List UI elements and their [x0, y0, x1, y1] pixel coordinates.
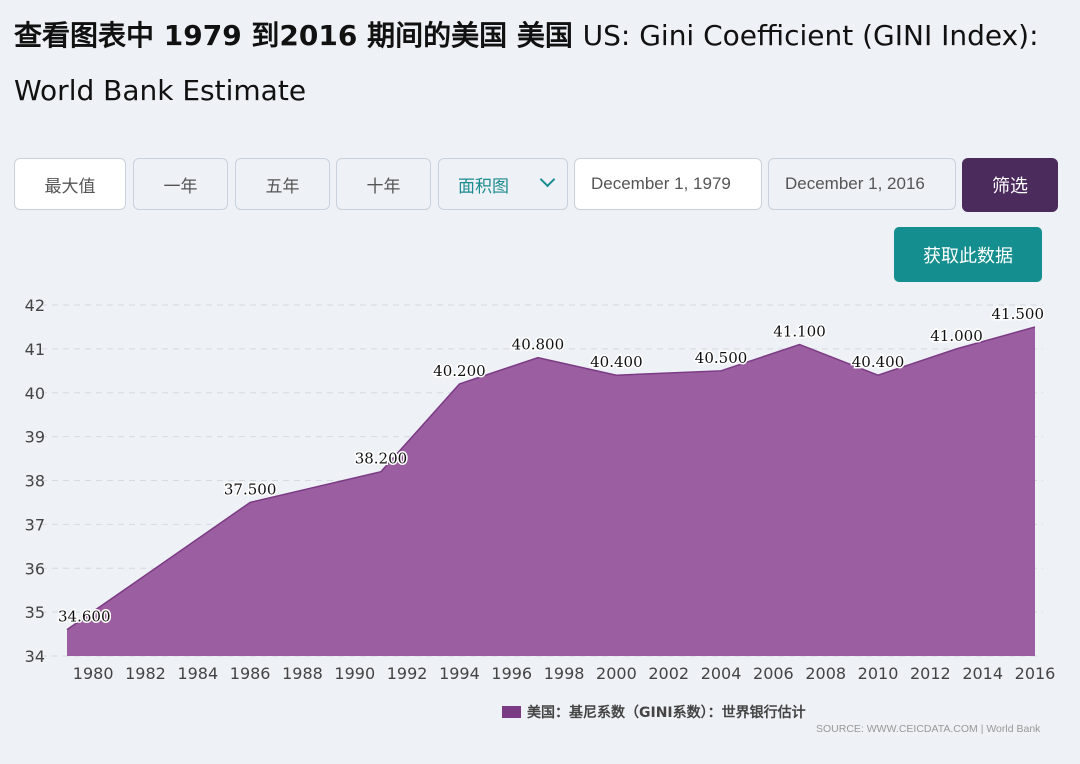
- page-title-cn: 查看图表中 1979 到2016 期间的美国 美国: [14, 19, 573, 52]
- x-tick-label: 1984: [177, 664, 218, 683]
- data-label: 40.200: [433, 362, 486, 380]
- chart-type-value: 面积图: [458, 176, 509, 197]
- y-tick-label: 42: [25, 296, 45, 315]
- start-date-input[interactable]: December 1, 1979: [574, 158, 762, 210]
- x-tick-label: 1994: [439, 664, 480, 683]
- data-label: 38.200: [355, 450, 408, 468]
- page-title-en: US: Gini Coefficient (GINI Index): World…: [14, 19, 1039, 107]
- x-tick-label: 2004: [701, 664, 742, 683]
- y-tick-label: 34: [25, 647, 45, 666]
- x-tick-label: 1998: [544, 664, 585, 683]
- y-tick-label: 36: [25, 559, 45, 578]
- data-label: 37.500: [224, 480, 277, 498]
- data-label: 40.400: [852, 353, 905, 371]
- x-tick-label: 2012: [910, 664, 951, 683]
- x-axis: 1980 1982 1984 1986 1988 1990 1992 1994 1996 1998…: [73, 664, 1056, 683]
- y-tick-label: 41: [25, 340, 45, 359]
- x-tick-label: 1980: [73, 664, 114, 683]
- legend-swatch: [502, 706, 521, 718]
- area-fill: [67, 326, 1035, 656]
- data-label: 41.500: [992, 305, 1045, 323]
- x-tick-label: 2008: [805, 664, 846, 683]
- end-date-input[interactable]: December 1, 2016: [768, 158, 956, 210]
- range-max-button[interactable]: 最大值: [14, 158, 126, 210]
- data-label: 34.600: [58, 608, 111, 626]
- data-label: 40.800: [512, 336, 565, 354]
- x-tick-label: 2006: [753, 664, 794, 683]
- y-tick-label: 39: [25, 428, 45, 447]
- chart-type-select[interactable]: 面积图: [438, 158, 568, 210]
- get-data-button[interactable]: 获取此数据: [894, 227, 1042, 282]
- x-tick-label: 1988: [282, 664, 323, 683]
- y-tick-label: 35: [25, 603, 45, 622]
- range-10y-button[interactable]: 十年: [336, 158, 431, 210]
- chart-legend[interactable]: 美国：基尼系数（GINI系数）：世界银行估计: [502, 702, 806, 722]
- x-tick-label: 1990: [334, 664, 375, 683]
- x-tick-label: 1982: [125, 664, 166, 683]
- x-tick-label: 2014: [962, 664, 1003, 683]
- x-tick-label: 1992: [387, 664, 428, 683]
- range-1y-button[interactable]: 一年: [133, 158, 228, 210]
- data-labels: 34.600 37.500 38.200 40.200 40.800 40.400 40.5…: [57, 303, 1046, 627]
- x-tick-label: 2002: [648, 664, 689, 683]
- x-tick-label: 1996: [491, 664, 532, 683]
- x-tick-label: 2010: [858, 664, 899, 683]
- y-tick-label: 38: [25, 472, 45, 491]
- chart-area-series: [66, 326, 1036, 656]
- filter-button[interactable]: 筛选: [962, 158, 1058, 212]
- y-tick-label: 37: [25, 515, 45, 534]
- range-5y-button[interactable]: 五年: [235, 158, 330, 210]
- data-label: 40.500: [695, 349, 748, 367]
- data-label: 41.000: [930, 327, 983, 345]
- legend-label: 美国：基尼系数（GINI系数）：世界银行估计: [527, 705, 806, 721]
- x-tick-label: 1986: [230, 664, 271, 683]
- page-title: 查看图表中 1979 到2016 期间的美国 美国 US: Gini Coeff…: [14, 8, 1074, 118]
- y-tick-label: 40: [25, 384, 45, 403]
- x-tick-label: 2016: [1015, 664, 1056, 683]
- data-label: 41.100: [773, 322, 826, 340]
- area-line: [66, 326, 1036, 631]
- y-axis: 34 35 36 37 38 39 40 41 42: [25, 296, 45, 666]
- data-label: 40.400: [590, 353, 643, 371]
- source-note: SOURCE: WWW.CEICDATA.COM | World Bank: [816, 723, 1041, 735]
- x-tick-label: 2000: [596, 664, 637, 683]
